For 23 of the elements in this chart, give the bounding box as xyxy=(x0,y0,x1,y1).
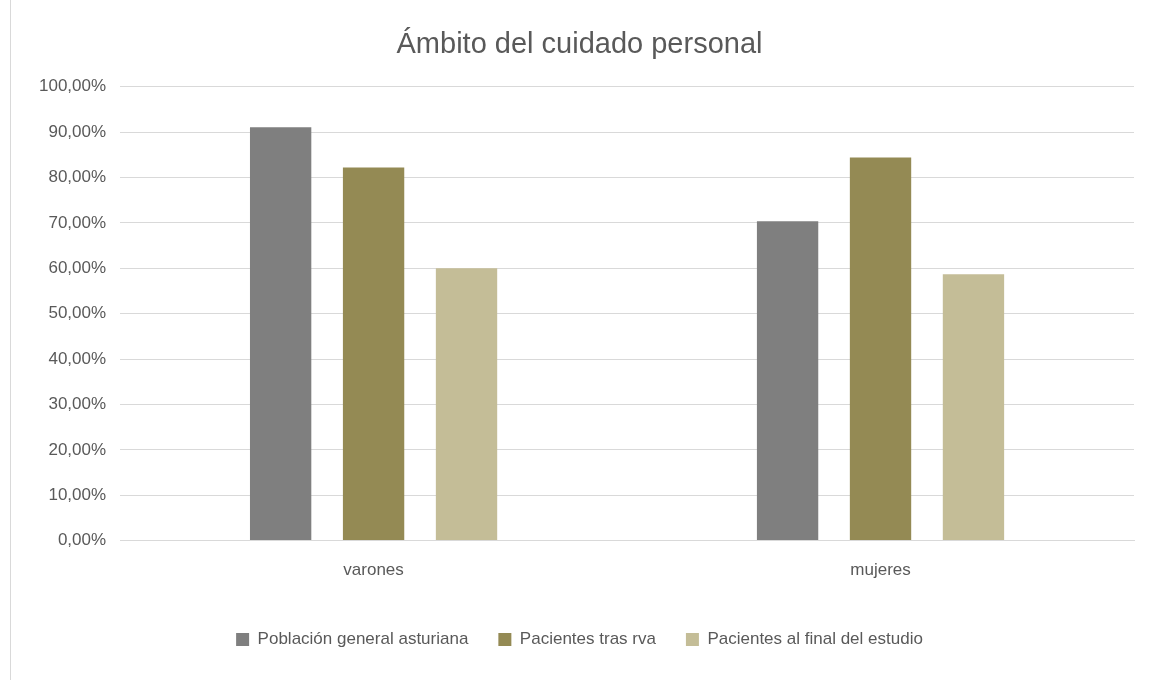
bar xyxy=(342,167,405,541)
y-tick-label: 80,00% xyxy=(48,167,107,187)
y-tick-label: 90,00% xyxy=(48,121,107,141)
bar xyxy=(756,221,819,541)
bar xyxy=(942,274,1005,541)
y-tick-label: 10,00% xyxy=(48,484,107,504)
y-tick-label: 60,00% xyxy=(48,258,107,278)
bar xyxy=(849,157,912,541)
bar xyxy=(249,127,312,541)
legend-label: Pacientes tras rva xyxy=(519,629,657,649)
y-tick-label: 100,00% xyxy=(38,76,107,96)
x-tick-label: mujeres xyxy=(850,560,911,580)
x-tick-label: varones xyxy=(343,560,404,580)
y-tick-label: 40,00% xyxy=(48,348,107,368)
legend-label: Pacientes al final del estudio xyxy=(707,629,923,649)
y-tick-label: 30,00% xyxy=(48,394,107,414)
y-tick-label: 70,00% xyxy=(48,212,107,232)
y-tick-label: 0,00% xyxy=(57,530,107,550)
chart-title: Ámbito del cuidado personal xyxy=(396,27,763,60)
y-tick-label: 50,00% xyxy=(48,303,107,323)
legend-label: Población general asturiana xyxy=(257,629,469,649)
bar xyxy=(435,268,498,541)
y-tick-label: 20,00% xyxy=(48,439,107,459)
